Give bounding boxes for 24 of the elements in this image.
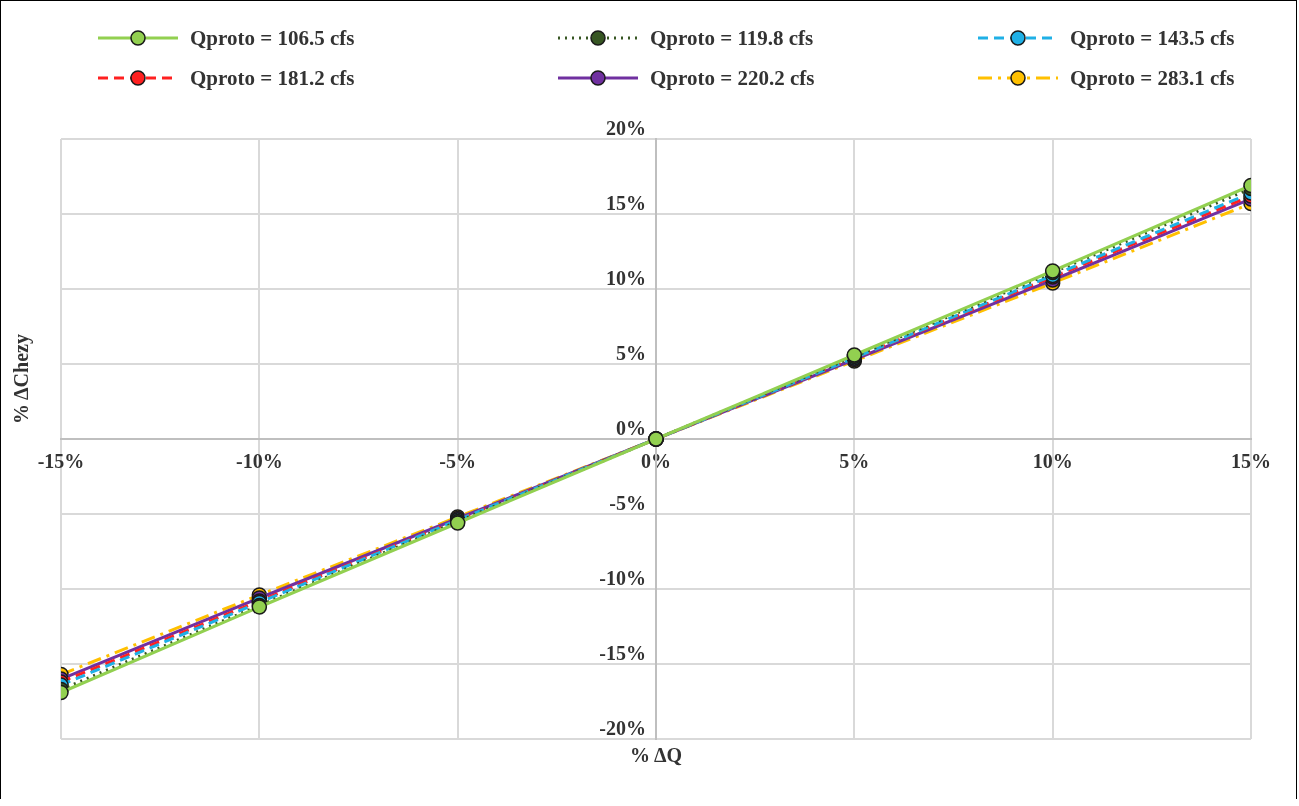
legend-label: Qproto = 106.5 cfs xyxy=(190,25,355,51)
y-tick-label: -5% xyxy=(609,492,646,514)
legend-label: Qproto = 119.8 cfs xyxy=(650,25,814,51)
x-tick-label: -10% xyxy=(236,450,283,473)
legend-label: Qproto = 181.2 cfs xyxy=(190,65,355,91)
y-axis-title: % ΔChezy xyxy=(10,334,34,424)
y-tick-label: 5% xyxy=(616,342,646,364)
x-tick-label: -5% xyxy=(439,450,476,473)
legend-label: Qproto = 283.1 cfs xyxy=(1070,65,1235,91)
y-tick-label: 0% xyxy=(616,417,646,439)
x-tick-label: 10% xyxy=(1032,450,1073,473)
y-tick-label: 20% xyxy=(606,117,646,139)
y-tick-label: 15% xyxy=(606,192,646,214)
x-tick-label: -15% xyxy=(37,450,85,473)
legend-label: Qproto = 143.5 cfs xyxy=(1070,25,1235,51)
legend-label: Qproto = 220.2 cfs xyxy=(650,65,815,91)
y-tick-label: -10% xyxy=(599,567,646,589)
y-tick-label: -15% xyxy=(599,642,646,664)
x-tick-label: 5% xyxy=(839,450,870,473)
y-tick-label: -20% xyxy=(599,717,646,739)
x-axis-title: % ΔQ xyxy=(630,744,682,767)
x-tick-label: 15% xyxy=(1231,450,1271,473)
x-tick-label: 0% xyxy=(641,450,671,473)
y-tick-label: 10% xyxy=(606,267,646,289)
